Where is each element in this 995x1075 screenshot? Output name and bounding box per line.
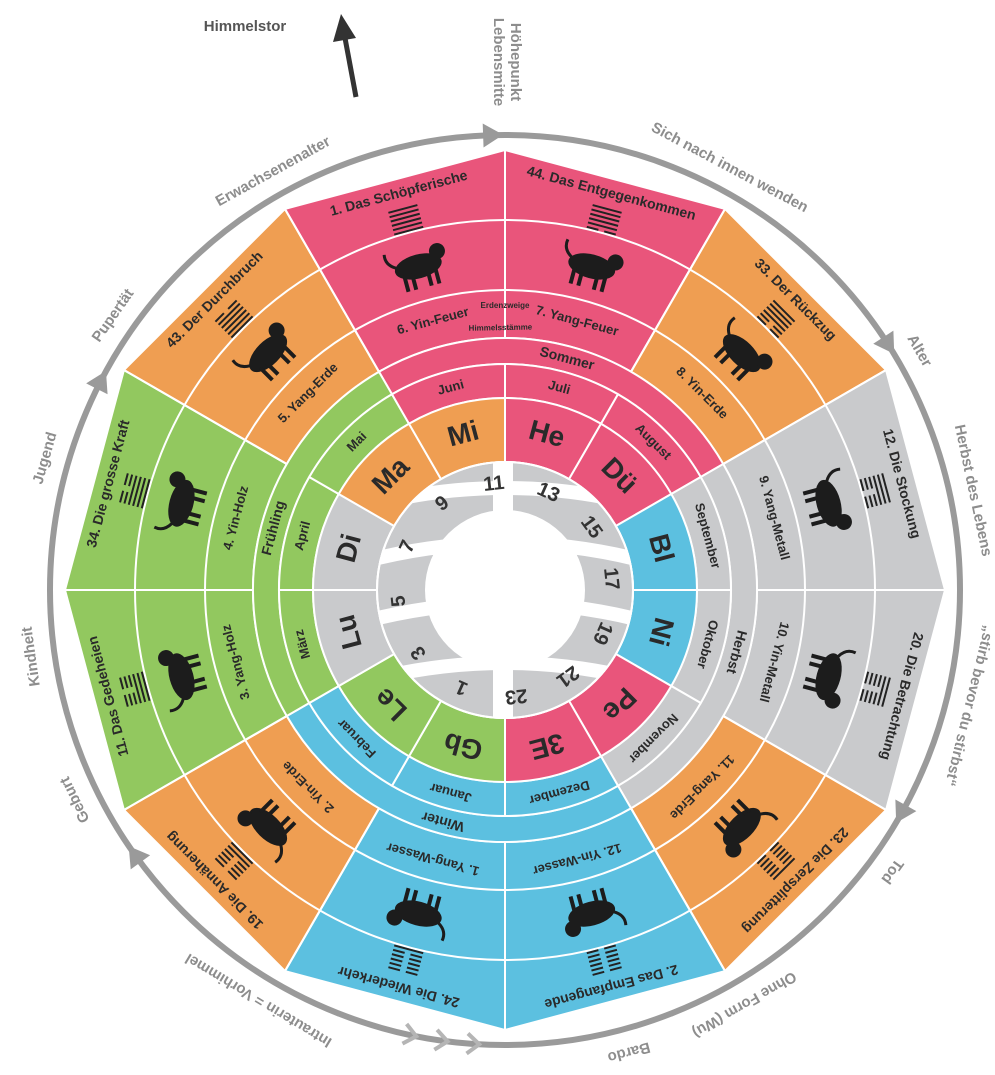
ring-label: Himmelsstämme xyxy=(469,323,533,333)
life-arrow xyxy=(483,123,504,148)
life-stage: Geburt xyxy=(56,774,93,826)
hour-label: 5 xyxy=(387,594,410,607)
life-stage: Bardo xyxy=(606,1038,652,1066)
life-stage: „stirb bevor du stirbst“ xyxy=(941,624,995,788)
arrow-shaft xyxy=(345,38,356,97)
life-arrow xyxy=(886,800,917,829)
hour-label: 23 xyxy=(504,684,528,708)
life-arrow xyxy=(86,366,116,395)
life-stage: Kindheit xyxy=(19,626,44,688)
life-stage: Höhepunkt xyxy=(507,23,524,101)
life-stage: Tod xyxy=(878,856,907,887)
life-arrow xyxy=(873,331,904,361)
diagram: Himmelstor 1113151719212313579HeDüBlNiPe… xyxy=(0,0,995,1075)
title: Himmelstor xyxy=(204,18,287,35)
spine xyxy=(493,460,513,720)
life-stage: Lebensmitte xyxy=(490,18,507,106)
life-stage: Jugend xyxy=(29,430,60,486)
hour-label: 17 xyxy=(599,567,623,591)
hour-label: 11 xyxy=(482,472,505,496)
life-stage: Alter xyxy=(904,332,936,370)
arrow-head xyxy=(333,14,356,42)
ring-label: Erdenzweige xyxy=(481,301,530,310)
